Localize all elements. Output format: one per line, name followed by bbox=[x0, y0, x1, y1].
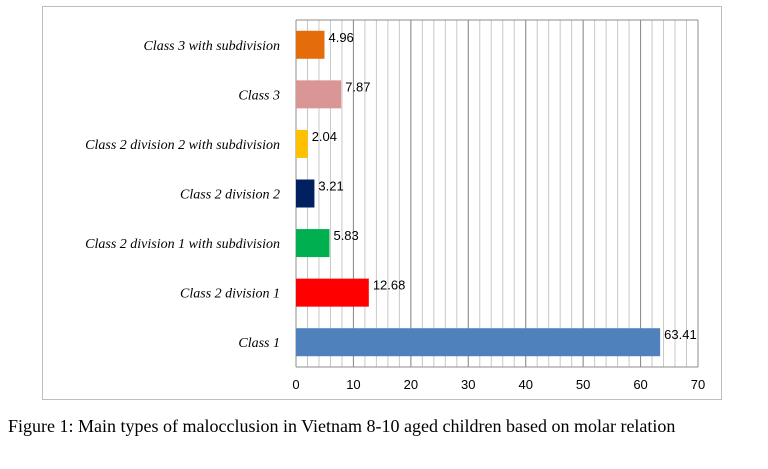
category-label: Class 3 bbox=[238, 88, 280, 103]
bar bbox=[296, 129, 308, 158]
x-tick-label: 20 bbox=[404, 377, 418, 392]
data-label: 5.83 bbox=[333, 228, 358, 243]
x-tick-label: 70 bbox=[691, 377, 705, 392]
bar bbox=[296, 229, 330, 258]
category-label: Class 2 division 1 with subdivision bbox=[85, 237, 280, 252]
x-tick-label: 50 bbox=[576, 377, 590, 392]
bar bbox=[296, 30, 325, 59]
category-label: Class 2 division 1 bbox=[180, 287, 280, 302]
data-label: 4.96 bbox=[328, 30, 353, 45]
data-label: 7.87 bbox=[345, 79, 370, 94]
data-label: 3.21 bbox=[318, 179, 343, 194]
bar bbox=[296, 80, 342, 109]
x-tick-label: 30 bbox=[461, 377, 475, 392]
data-label: 2.04 bbox=[312, 129, 337, 144]
data-label: 63.41 bbox=[664, 327, 697, 342]
bar bbox=[296, 179, 315, 208]
category-label: Class 2 division 2 with subdivision bbox=[85, 138, 280, 153]
bar bbox=[296, 328, 661, 357]
data-label: 12.68 bbox=[373, 278, 406, 293]
x-tick-label: 40 bbox=[518, 377, 532, 392]
x-tick-label: 0 bbox=[292, 377, 299, 392]
figure-caption: Figure 1: Main types of malocclusion in … bbox=[8, 416, 676, 436]
category-label: Class 2 division 2 bbox=[180, 188, 280, 203]
category-label: Class 1 bbox=[238, 336, 280, 351]
bar bbox=[296, 278, 369, 307]
bar-chart: 0 10 20 30 40 50 60 70 Class 3 with subdivision 4… bbox=[85, 19, 705, 392]
x-tick-label: 10 bbox=[346, 377, 360, 392]
category-label: Class 3 with subdivision bbox=[143, 39, 280, 54]
plot-area bbox=[296, 20, 698, 367]
x-tick-label: 60 bbox=[633, 377, 647, 392]
